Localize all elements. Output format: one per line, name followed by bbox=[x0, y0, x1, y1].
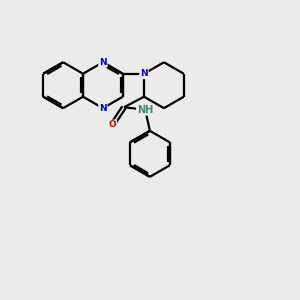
Text: NH: NH bbox=[137, 105, 153, 115]
Text: N: N bbox=[140, 69, 148, 78]
Text: N: N bbox=[99, 104, 107, 113]
Text: N: N bbox=[99, 58, 107, 67]
Text: O: O bbox=[108, 121, 116, 130]
